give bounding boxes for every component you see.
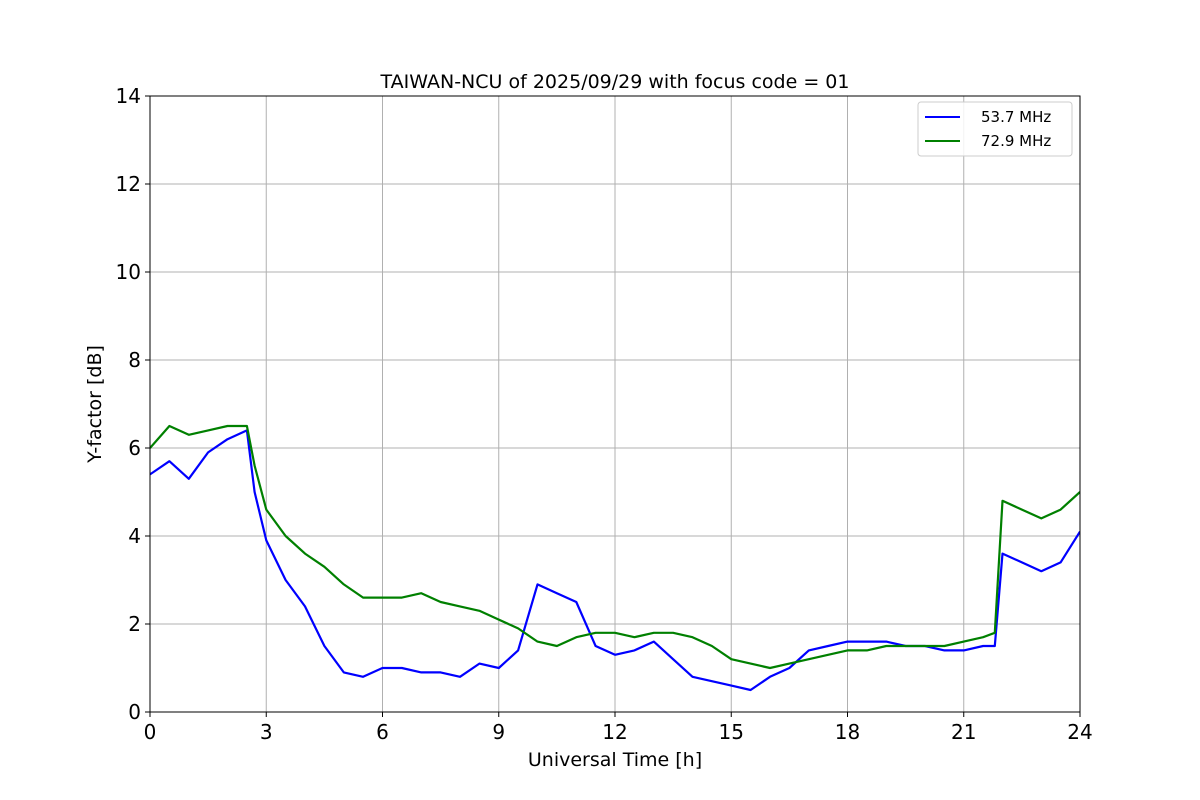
legend-box — [917, 101, 1073, 157]
x-tick-label: 15 — [719, 720, 744, 744]
y-tick-label: 8 — [128, 348, 141, 372]
y-tick-label: 6 — [128, 436, 141, 460]
legend: 53.7 MHz 72.9 MHz — [917, 101, 1073, 157]
y-tick-label: 12 — [116, 172, 141, 196]
legend-label-53-7-mhz: 53.7 MHz — [981, 108, 1051, 126]
x-tick-label: 12 — [602, 720, 627, 744]
x-tick-label: 3 — [260, 720, 273, 744]
x-tick-label: 18 — [835, 720, 860, 744]
y-tick-label: 10 — [116, 260, 141, 284]
chart-title: TAIWAN-NCU of 2025/09/29 with focus code… — [380, 71, 850, 93]
y-tick-label: 4 — [128, 524, 141, 548]
x-tick-label: 0 — [144, 720, 157, 744]
legend-label-72-9-mhz: 72.9 MHz — [981, 132, 1051, 150]
x-axis-label: Universal Time [h] — [528, 749, 702, 771]
x-tick-label: 21 — [951, 720, 976, 744]
x-tick-label: 24 — [1067, 720, 1092, 744]
series-line-53-7-mhz — [150, 429, 1080, 692]
y-axis-label: Y-factor [dB] — [84, 345, 106, 464]
y-tick-label: 14 — [116, 84, 141, 108]
x-tick-label: 6 — [376, 720, 389, 744]
series-layer — [150, 424, 1080, 692]
x-tick-label: 9 — [492, 720, 505, 744]
y-tick-label: 0 — [128, 700, 141, 724]
series-line-72-9-mhz — [150, 424, 1080, 670]
y-tick-label: 2 — [128, 612, 141, 636]
